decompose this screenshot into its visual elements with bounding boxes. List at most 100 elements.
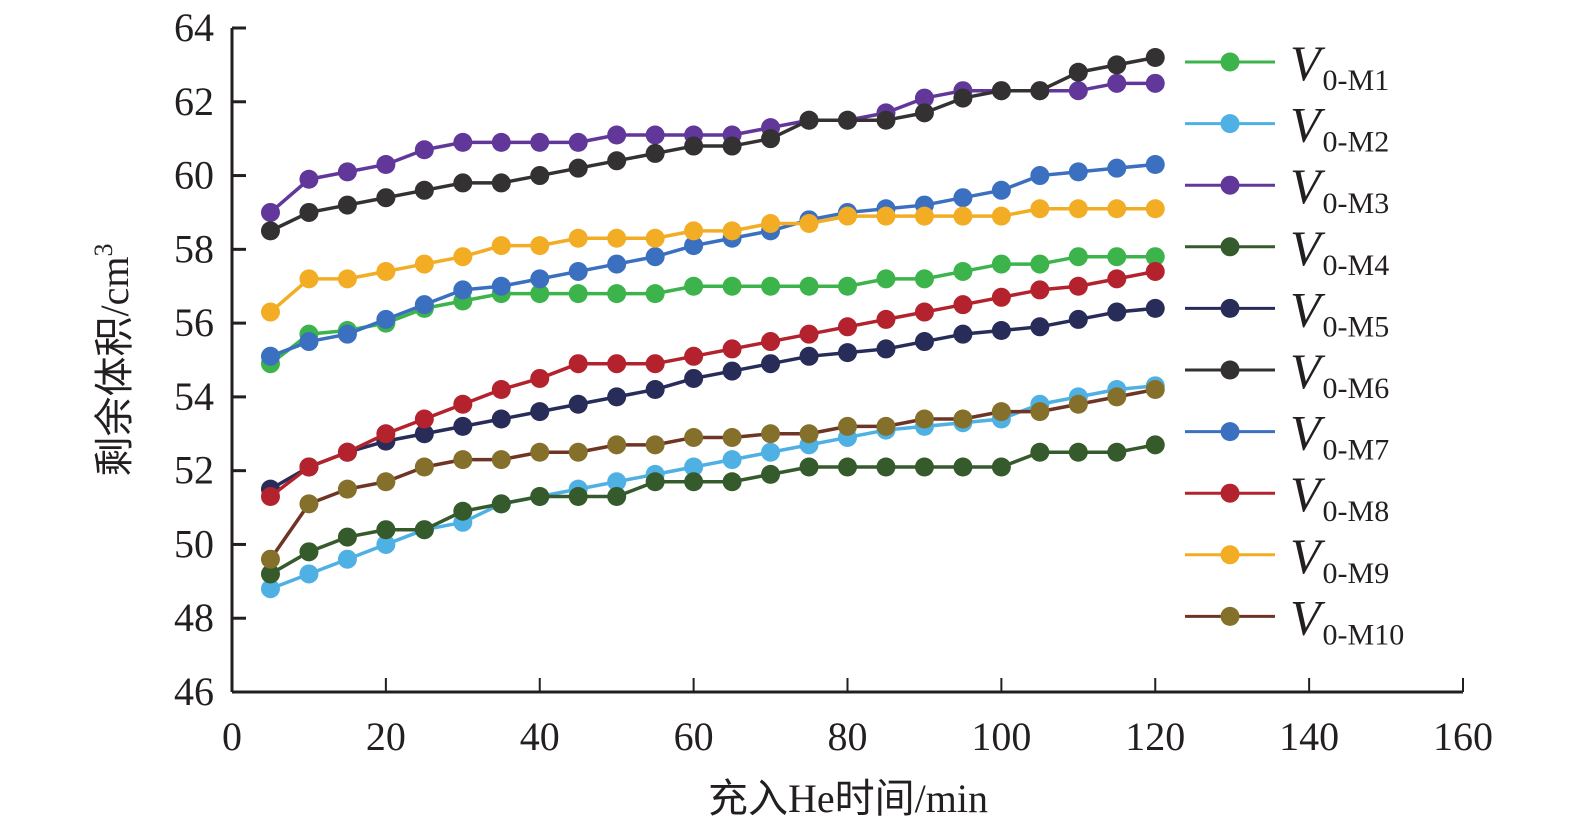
legend-label: V0-M9 <box>1290 528 1389 590</box>
data-point <box>491 132 511 152</box>
series-line <box>269 55 1156 233</box>
data-point <box>876 269 896 289</box>
data-point <box>991 320 1011 340</box>
data-point <box>491 380 511 400</box>
data-point <box>838 276 857 296</box>
data-point <box>799 424 819 444</box>
data-point <box>568 132 588 152</box>
legend-label: V0-M8 <box>1290 466 1389 528</box>
legend-label-main: V <box>1290 589 1326 645</box>
data-point <box>530 132 550 152</box>
data-point <box>722 450 742 470</box>
data-point <box>1068 162 1088 182</box>
data-point <box>530 486 550 506</box>
data-point <box>722 221 742 241</box>
series-0-m2 <box>260 376 1165 599</box>
data-point <box>953 261 973 281</box>
data-point <box>799 276 819 296</box>
data-point <box>260 221 280 241</box>
data-point <box>1107 73 1127 93</box>
data-point <box>1107 199 1127 219</box>
data-point <box>530 236 550 256</box>
data-point <box>1068 199 1088 219</box>
data-point <box>838 206 857 226</box>
data-point <box>953 324 973 344</box>
data-point <box>1107 158 1127 178</box>
data-point <box>645 284 665 304</box>
data-point <box>914 103 934 123</box>
legend-marker <box>1220 606 1240 626</box>
data-point <box>1145 199 1165 219</box>
data-point <box>491 409 511 429</box>
data-point <box>568 261 588 281</box>
data-point <box>722 427 742 447</box>
data-point <box>453 280 473 300</box>
data-point <box>260 579 280 599</box>
data-point <box>991 457 1011 477</box>
legend: V0-M1V0-M2V0-M3V0-M4V0-M5V0-M6V0-M7V0-M8… <box>1185 35 1404 651</box>
data-point <box>953 188 973 208</box>
legend-label-subscript: 0-M9 <box>1323 557 1390 590</box>
data-point <box>1145 48 1165 68</box>
legend-label: V0-M4 <box>1290 220 1389 282</box>
data-point <box>1030 166 1050 186</box>
axes: 46 48 50 52 54 56 58 60 62 64 0 20 40 60 80 100 120 140 16… <box>174 5 1493 759</box>
data-point <box>1145 73 1165 93</box>
series-0-m6 <box>260 48 1165 241</box>
data-point <box>453 247 473 267</box>
legend-item: V0-M1 <box>1185 35 1389 97</box>
x-tick-label: 160 <box>1433 714 1493 759</box>
data-point <box>1107 302 1127 322</box>
data-point <box>953 206 973 226</box>
data-point <box>337 324 357 344</box>
data-point <box>1068 62 1088 82</box>
legend-label-main: V <box>1290 281 1326 337</box>
legend-label-subscript: 0-M10 <box>1323 618 1405 651</box>
data-point <box>491 494 511 514</box>
data-point <box>299 542 319 562</box>
legend-label: V0-M3 <box>1290 158 1389 220</box>
data-point <box>530 166 550 186</box>
data-point <box>568 284 588 304</box>
data-point <box>337 442 357 462</box>
data-point <box>645 380 665 400</box>
data-point <box>568 486 588 506</box>
series-line <box>269 387 1156 561</box>
data-point <box>1068 394 1088 414</box>
data-point <box>607 125 627 145</box>
legend-item: V0-M10 <box>1185 589 1404 651</box>
y-axis-title-superscript: 3 <box>89 244 118 257</box>
x-tick-label: 140 <box>1279 714 1339 759</box>
data-point <box>761 442 781 462</box>
data-point <box>414 295 434 315</box>
data-point <box>799 324 819 344</box>
legend-label-subscript: 0-M5 <box>1323 310 1390 343</box>
data-point <box>299 202 319 222</box>
legend-label-main: V <box>1290 158 1326 214</box>
legend-marker <box>1220 545 1240 565</box>
x-axis-title: 充入He时间/min <box>708 776 988 821</box>
data-point <box>838 343 857 363</box>
data-point <box>914 457 934 477</box>
data-point <box>260 486 280 506</box>
data-point <box>761 214 781 234</box>
data-point <box>530 269 550 289</box>
data-point <box>1107 55 1127 75</box>
y-tick-label: 46 <box>174 669 214 714</box>
data-point <box>376 534 396 554</box>
data-point <box>337 162 357 182</box>
data-point <box>1145 154 1165 174</box>
data-point <box>876 110 896 130</box>
data-point <box>376 261 396 281</box>
data-point <box>838 317 857 337</box>
data-point <box>607 284 627 304</box>
data-point <box>684 276 704 296</box>
data-point <box>799 110 819 130</box>
data-point <box>761 424 781 444</box>
legend-marker <box>1220 237 1240 257</box>
data-point <box>453 394 473 414</box>
data-point <box>991 206 1011 226</box>
y-tick-label: 50 <box>174 521 214 566</box>
data-point <box>1030 199 1050 219</box>
data-point <box>722 276 742 296</box>
